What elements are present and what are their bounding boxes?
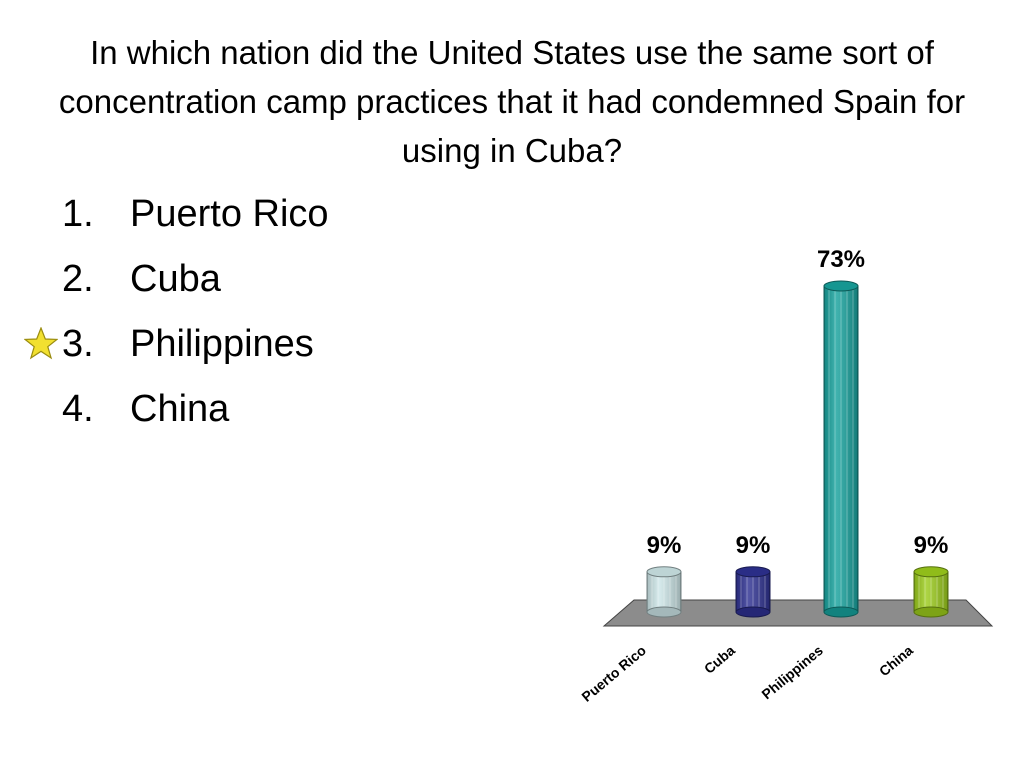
answer-option[interactable]: 3. Philippines — [24, 315, 329, 380]
bar — [646, 566, 682, 618]
value-label: 9% — [647, 532, 682, 559]
value-label: 9% — [914, 532, 949, 559]
answer-number: 1. — [62, 193, 94, 235]
category-tick-label: China — [876, 642, 916, 679]
star-icon — [24, 327, 58, 360]
answer-option[interactable]: 1. Puerto Rico — [62, 185, 329, 250]
answer-number: 4. — [62, 388, 94, 430]
answer-number: 2. — [62, 258, 94, 300]
answer-option[interactable]: 2. Cuba — [62, 250, 329, 315]
answer-label: Cuba — [130, 258, 221, 300]
bar — [913, 566, 949, 618]
bars-group — [646, 280, 949, 618]
bar — [735, 566, 771, 618]
category-labels-group: Puerto Rico Cuba Philippines China — [578, 642, 916, 705]
question-title: In which nation did the United States us… — [58, 34, 966, 169]
answer-number: 3. — [62, 323, 94, 365]
answer-option[interactable]: 4. China — [62, 380, 329, 445]
answer-label: Philippines — [130, 323, 314, 365]
value-labels-group: 9% 9% 73% 9% — [647, 246, 949, 559]
answer-label: Puerto Rico — [130, 193, 329, 235]
value-label: 9% — [736, 532, 771, 559]
category-tick-label: Puerto Rico — [578, 642, 648, 705]
answer-options: 1. Puerto Rico 2. Cuba 3. Philippines 4. Chi… — [24, 185, 329, 445]
value-label: 73% — [817, 246, 865, 273]
answer-label: China — [130, 388, 230, 430]
category-tick-label: Cuba — [701, 642, 738, 677]
category-tick-label: Philippines — [758, 642, 826, 702]
bar — [823, 280, 859, 618]
